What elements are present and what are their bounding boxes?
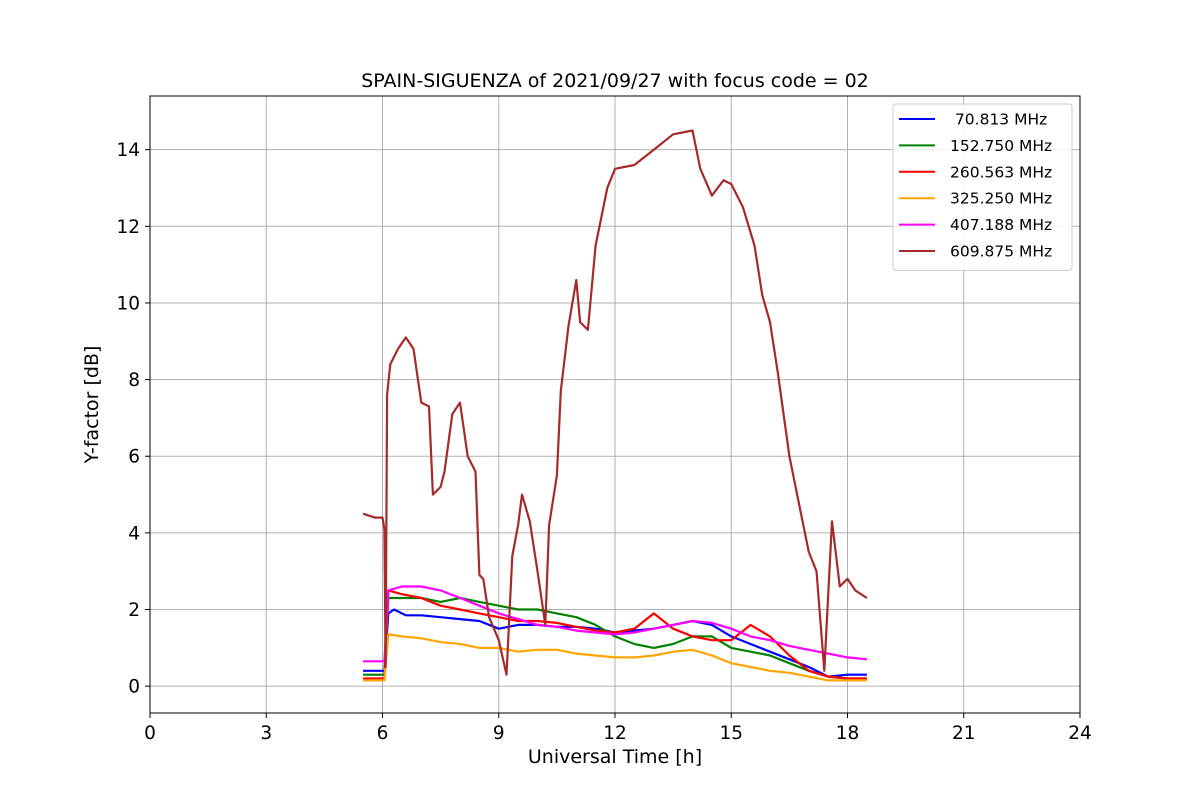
- x-tick-label: 6: [377, 723, 389, 744]
- series-line-5: [362, 129, 868, 676]
- y-tick-label: 2: [128, 600, 140, 621]
- chart-title: SPAIN-SIGUENZA of 2021/09/27 with focus …: [361, 70, 869, 92]
- x-tick-label: 18: [836, 723, 860, 744]
- legend-label: 260.563 MHz: [950, 163, 1052, 181]
- legend: 70.813 MHz 152.750 MHz 260.563 MHz 325.250 …: [892, 103, 1073, 271]
- x-tick-label: 3: [260, 723, 272, 744]
- legend-label: 407.188 MHz: [950, 216, 1052, 234]
- series-line-4: [363, 585, 868, 663]
- y-tick-label: 12: [116, 217, 140, 238]
- legend-frame: [892, 103, 1073, 271]
- x-tick-label: 21: [952, 723, 976, 744]
- x-tick-label: 12: [603, 723, 627, 744]
- y-tick-label: 6: [128, 447, 140, 468]
- y-axis-label: Y-factor [dB]: [81, 346, 103, 465]
- x-axis-label: Universal Time [h]: [528, 746, 702, 768]
- legend-label: 70.813 MHz: [950, 111, 1047, 129]
- y-tick-label: 8: [128, 370, 140, 391]
- x-tick-label: 0: [144, 723, 156, 744]
- y-tick-label: 14: [116, 140, 140, 161]
- x-tick-label: 24: [1068, 723, 1092, 744]
- x-tick-label: 15: [719, 723, 743, 744]
- series-group: [362, 129, 868, 682]
- series-line-2: [363, 589, 867, 680]
- y-tick-label: 4: [128, 523, 140, 544]
- legend-label: 152.750 MHz: [950, 137, 1052, 155]
- series-line-0: [363, 608, 867, 678]
- series-line-3: [363, 633, 867, 682]
- x-tick-label: 9: [493, 723, 505, 744]
- y-tick-label: 0: [128, 677, 140, 698]
- legend-label: 325.250 MHz: [950, 190, 1052, 208]
- y-tick-label: 10: [116, 293, 140, 314]
- legend-label: 609.875 MHz: [950, 243, 1052, 261]
